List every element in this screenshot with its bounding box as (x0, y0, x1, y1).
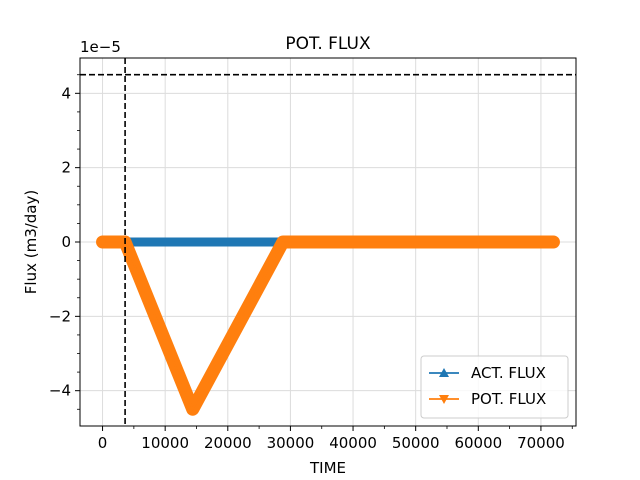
series-pot-flux (96, 235, 560, 416)
y-tick-label: 4 (61, 84, 71, 102)
x-tick-label: 70000 (517, 434, 565, 452)
series-line-core (102, 241, 554, 412)
legend-box (420, 355, 569, 419)
legend-swatch-marker (439, 368, 449, 377)
y-tick-label: −2 (49, 307, 71, 325)
legend: ACT. FLUX POT. FLUX (420, 355, 569, 419)
y-offset-label: 1e−5 (80, 38, 121, 56)
x-tick-label: 60000 (454, 434, 502, 452)
series-marker (98, 239, 107, 246)
legend-items: ACT. FLUX POT. FLUX (429, 364, 546, 408)
series-layer (96, 235, 560, 416)
x-tick-label: 10000 (141, 434, 189, 452)
x-tick-label: 30000 (267, 434, 315, 452)
x-tick-label: 40000 (329, 434, 377, 452)
x-tick-label: 0 (98, 434, 108, 452)
y-axis-label: Flux (m3/day) (22, 190, 40, 294)
x-ticks: 0 10000 20000 30000 40000 50000 60000 70000 (98, 426, 573, 452)
y-tick-label: 0 (61, 233, 71, 251)
legend-swatch-marker (439, 395, 449, 404)
x-tick-label: 20000 (204, 434, 252, 452)
x-axis-label: TIME (309, 459, 346, 477)
legend-label: ACT. FLUX (471, 364, 546, 382)
y-tick-label: −4 (49, 382, 71, 400)
series-marker (549, 239, 558, 246)
y-ticks: −4 −2 0 2 4 (49, 74, 80, 410)
y-tick-label: 2 (61, 159, 71, 177)
legend-label: POT. FLUX (471, 390, 546, 408)
chart-title: POT. FLUX (285, 34, 371, 54)
x-tick-label: 50000 (392, 434, 440, 452)
reference-lines (80, 58, 576, 426)
